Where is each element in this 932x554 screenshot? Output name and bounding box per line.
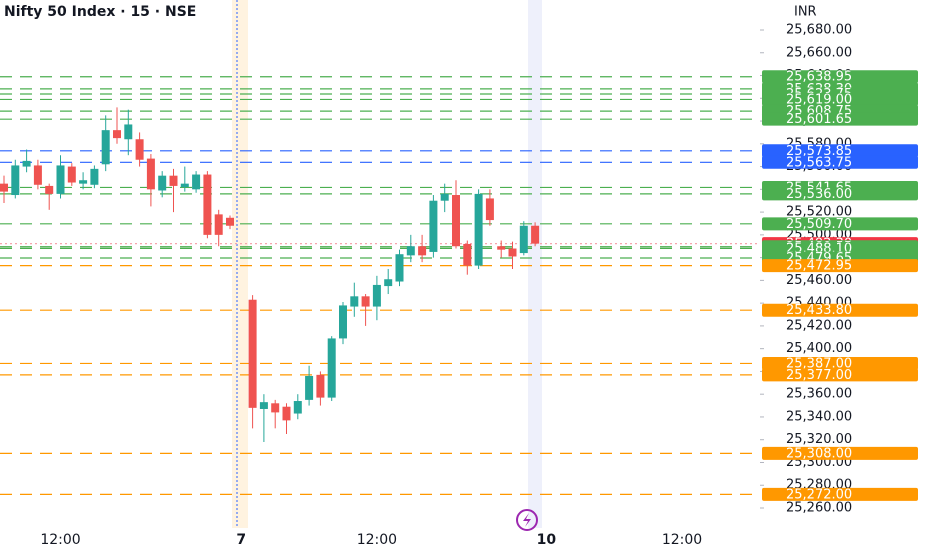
time-axis: 12:00 7 12:00 10 12:00 <box>40 532 702 548</box>
candle-body <box>180 183 189 188</box>
level-label: 25,638.95 <box>786 70 852 85</box>
candle-body <box>192 174 201 190</box>
candle-body <box>440 193 449 201</box>
candle-body <box>531 225 540 244</box>
plot-area <box>0 76 760 495</box>
candle-body <box>79 180 88 184</box>
x-tick-label: 7 <box>236 532 246 548</box>
event-icon[interactable] <box>516 509 538 531</box>
y-tick-label: 25,400.00 <box>786 341 852 356</box>
candle-body <box>90 168 99 185</box>
y-tick-label: 25,460.00 <box>786 273 852 288</box>
x-tick-label: 12:00 <box>662 532 702 548</box>
candle-body <box>33 165 42 185</box>
candle-body <box>101 130 110 165</box>
candle-body <box>350 296 359 307</box>
x-tick-label: 12:00 <box>40 532 80 548</box>
session-highlight <box>528 0 542 528</box>
level-label-box <box>762 446 918 460</box>
candle-body <box>169 175 178 186</box>
candle-body <box>372 284 381 307</box>
level-label: 25,387.00 <box>786 356 852 371</box>
y-tick-label: 25,260.00 <box>786 501 852 516</box>
level-label: 25,272.00 <box>786 487 852 502</box>
candle-body <box>508 248 517 257</box>
candle-body <box>248 299 257 408</box>
level-label: 25,509.70 <box>786 217 852 232</box>
candle-body <box>226 217 234 226</box>
candle-body <box>67 166 76 183</box>
candle-body <box>271 403 280 413</box>
candle-body <box>305 375 314 400</box>
level-label: 25,601.65 <box>786 112 852 127</box>
event-icon-bolt <box>523 513 531 527</box>
candle-body <box>214 214 223 235</box>
candle-body <box>485 198 494 221</box>
level-label-box <box>762 144 918 158</box>
candle-body <box>158 175 167 191</box>
candle-body <box>452 195 460 247</box>
candle-body <box>418 246 427 256</box>
session-highlight <box>232 0 248 528</box>
candle-body <box>519 225 528 254</box>
candle-body <box>259 402 268 409</box>
currency: INR <box>794 5 817 20</box>
level-label-box <box>762 217 918 231</box>
chart-title: Nifty 50 Index · 15 · NSE <box>4 4 196 20</box>
level-label: 25,377.00 <box>786 368 852 383</box>
candle-body <box>0 183 8 192</box>
candle-body <box>22 160 31 167</box>
level-label: 25,573.85 <box>786 144 852 159</box>
candle-body <box>124 124 133 140</box>
candle-body <box>406 246 415 256</box>
level-label-box <box>762 356 918 370</box>
candle-body <box>429 200 438 252</box>
candle-body <box>474 193 483 266</box>
candle-body <box>56 165 65 194</box>
level-label-box <box>762 112 918 126</box>
level-label-box <box>762 368 918 382</box>
candle-body <box>339 305 347 339</box>
y-tick-label: 25,360.00 <box>786 387 852 402</box>
candle-body <box>293 401 302 414</box>
level-label-box <box>762 487 918 501</box>
level-label-box <box>762 187 918 201</box>
candle-body <box>361 296 370 307</box>
level-label-box <box>762 70 918 84</box>
x-tick-label: 12:00 <box>357 532 397 548</box>
y-tick-label: 25,340.00 <box>786 409 852 424</box>
candle-body <box>463 243 472 266</box>
level-label-box <box>762 155 918 169</box>
candle-body <box>395 254 404 282</box>
level-label: 25,472.95 <box>786 259 852 274</box>
candle-body <box>203 174 212 235</box>
candle-body <box>282 406 291 421</box>
y-tick-label: 25,520.00 <box>786 205 852 220</box>
candle-body <box>384 279 393 287</box>
y-tick-label: 25,320.00 <box>786 432 852 447</box>
level-label: 25,308.00 <box>786 446 852 461</box>
price-axis-labels: 25,260.0025,280.0025,300.0025,320.0025,3… <box>760 23 918 516</box>
x-tick-label: 10 <box>537 532 557 548</box>
y-tick-label: 25,680.00 <box>786 23 852 38</box>
y-tick-label: 25,660.00 <box>786 45 852 60</box>
level-label: 25,563.75 <box>786 155 852 170</box>
level-label: 25,433.80 <box>786 303 852 318</box>
level-label-box <box>762 303 918 317</box>
candle-body <box>45 185 54 194</box>
candle-body <box>113 130 121 139</box>
candle-body <box>11 165 20 196</box>
candle-body <box>146 158 155 190</box>
y-tick-label: 25,420.00 <box>786 318 852 333</box>
candle-body <box>327 338 336 398</box>
candle-body <box>135 139 144 160</box>
level-label-box <box>762 92 918 106</box>
level-label-box <box>762 259 918 273</box>
candle-body <box>497 246 506 250</box>
level-label: 25,536.00 <box>786 187 852 202</box>
candle-body <box>316 374 325 398</box>
level-label: 25,619.00 <box>786 92 852 107</box>
